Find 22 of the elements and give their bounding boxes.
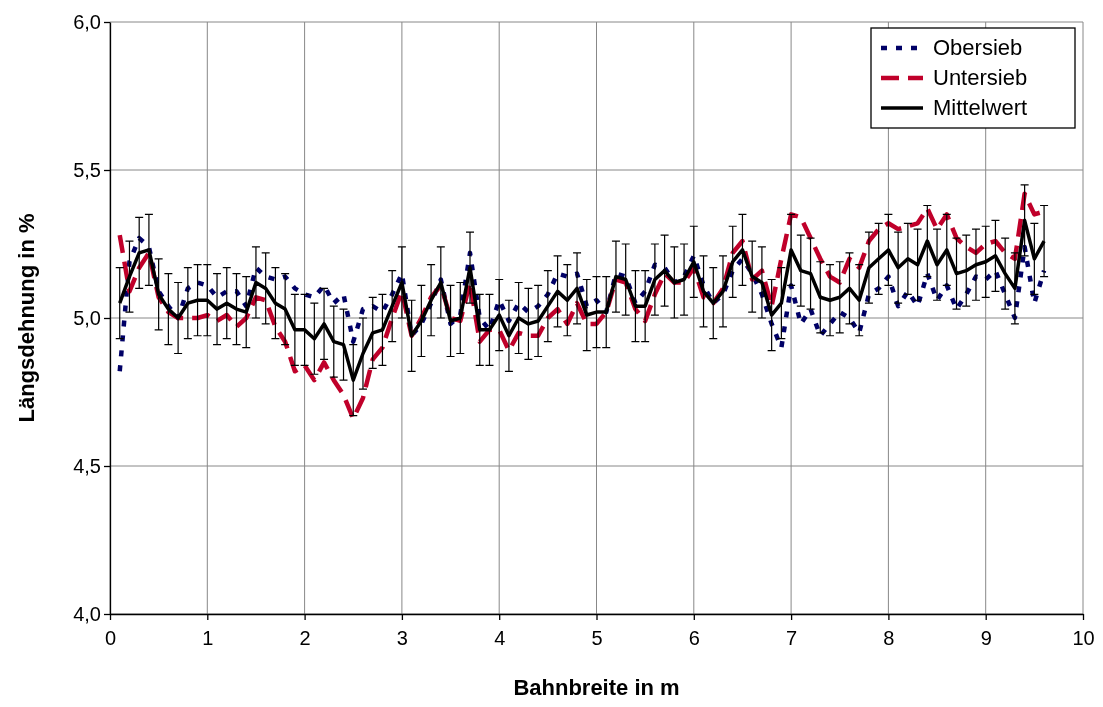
legend-label: Obersieb — [933, 35, 1023, 60]
y-tick-label: 5,5 — [73, 158, 101, 181]
x-tick-label: 6 — [688, 627, 700, 649]
x-tick-label: 1 — [202, 627, 214, 649]
legend-label: Untersieb — [933, 65, 1028, 90]
x-tick-label: 3 — [396, 627, 408, 649]
x-tick-label: 4 — [494, 627, 506, 649]
y-axis-title: Längsdehnung in % — [14, 213, 39, 423]
x-tick-label: 8 — [883, 627, 895, 649]
x-axis-title: Bahnbreite in m — [513, 675, 680, 700]
y-tick-label: 6,0 — [73, 10, 101, 33]
x-tick-label: 5 — [591, 627, 603, 649]
x-tick-label: 10 — [1072, 627, 1095, 649]
x-tick-label: 0 — [104, 627, 117, 649]
legend-label: Mittelwert — [933, 95, 1028, 120]
y-tick-label: 5,0 — [73, 306, 101, 329]
x-tick-label: 2 — [299, 627, 311, 649]
x-tick-label: 7 — [786, 627, 798, 649]
x-tick-label: 9 — [980, 627, 992, 649]
y-tick-label: 4,5 — [73, 454, 101, 477]
y-tick-label: 4,0 — [73, 602, 101, 625]
line-series — [117, 235, 1047, 374]
